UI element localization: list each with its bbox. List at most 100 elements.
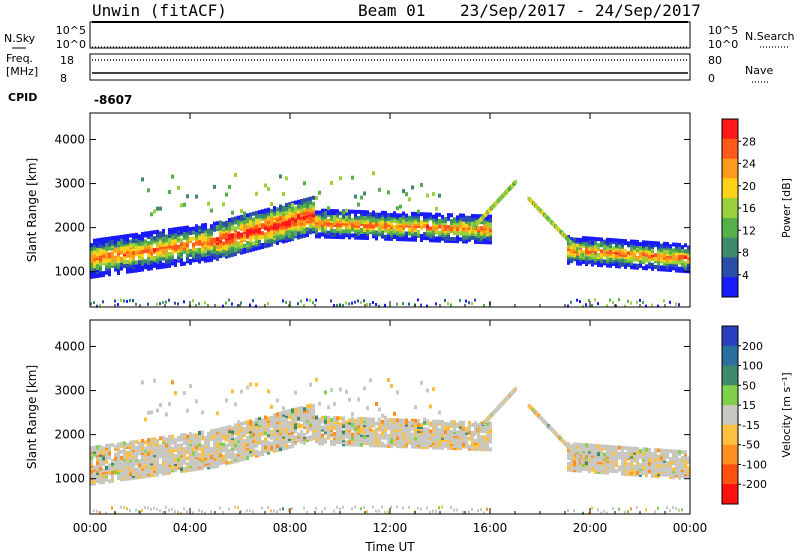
echo-cell — [267, 427, 270, 431]
echo-cell — [222, 249, 225, 253]
echo-cell — [279, 435, 282, 439]
echo-cell — [651, 263, 654, 267]
echo-cell — [204, 301, 206, 304]
echo-cell — [240, 225, 243, 229]
echo-cell — [342, 229, 345, 233]
echo-cell — [342, 304, 344, 307]
echo-cell — [672, 260, 675, 264]
echo-cell — [333, 426, 336, 430]
echo-cell — [369, 303, 371, 306]
echo-cell — [108, 262, 111, 266]
echo-cell — [462, 218, 465, 222]
echo-cell — [408, 421, 411, 425]
echo-cell — [459, 222, 462, 226]
echo-cell — [456, 231, 459, 235]
echo-cell — [291, 207, 294, 211]
echo-cell — [138, 463, 141, 467]
colorbar-tick-label: 50 — [742, 379, 756, 392]
echo-cell — [243, 427, 246, 431]
echo-cell — [627, 510, 629, 513]
echo-cell — [240, 301, 242, 304]
echo-cell — [102, 468, 105, 472]
echo-cell — [444, 225, 447, 229]
echo-cell — [648, 454, 651, 458]
echo-cell — [99, 250, 102, 254]
echo-cell — [582, 236, 585, 240]
echo-cell — [192, 227, 195, 231]
echo-cell — [462, 511, 464, 514]
echo-cell — [309, 383, 312, 387]
echo-cell — [192, 299, 194, 302]
echo-cell — [594, 444, 597, 448]
echo-cell — [453, 217, 456, 221]
echo-cell — [600, 444, 603, 448]
echo-cell — [324, 390, 327, 394]
echo-cell — [393, 418, 396, 422]
echo-cell — [366, 224, 369, 228]
echo-cell — [264, 437, 267, 441]
echo-cell — [360, 210, 363, 214]
echo-cell — [147, 231, 150, 235]
echo-cell — [581, 253, 584, 257]
echo-cell — [183, 300, 185, 303]
echo-cell — [321, 227, 324, 231]
echo-cell — [393, 225, 396, 229]
echo-cell — [435, 510, 437, 513]
echo-cell — [471, 218, 474, 222]
echo-cell — [462, 222, 465, 226]
echo-cell — [150, 442, 153, 446]
echo-cell — [171, 261, 174, 265]
echo-cell — [216, 460, 219, 464]
echo-cell — [303, 441, 306, 445]
echo-cell — [363, 210, 366, 214]
echo-cell — [573, 238, 576, 242]
echo-cell — [171, 447, 174, 451]
echo-cell — [147, 438, 150, 442]
echo-cell — [270, 405, 273, 409]
echo-cell — [486, 433, 489, 437]
echo-cell — [210, 209, 213, 213]
echo-cell — [402, 428, 405, 432]
echo-cell — [378, 227, 381, 231]
echo-cell — [171, 228, 174, 232]
echo-cell — [210, 447, 213, 451]
echo-cell — [597, 243, 600, 247]
echo-cell — [174, 458, 177, 462]
echo-cell — [297, 439, 300, 443]
echo-cell — [225, 221, 228, 225]
echo-cell — [669, 266, 672, 270]
echo-cell — [291, 203, 294, 207]
echo-cell — [453, 420, 456, 424]
echo-cell — [447, 225, 450, 229]
echo-cell — [633, 465, 636, 469]
echo-cell — [426, 507, 428, 510]
echo-cell — [225, 432, 228, 436]
echo-cell — [581, 460, 584, 464]
echo-cell — [159, 509, 161, 512]
echo-cell — [342, 211, 345, 215]
echo-cell — [426, 427, 429, 431]
colorbar-segment — [722, 218, 738, 238]
echo-cell — [168, 509, 170, 512]
echo-cell — [219, 453, 222, 457]
echo-cell — [579, 465, 582, 469]
echo-cell — [441, 219, 444, 223]
echo-cell — [213, 445, 216, 449]
echo-cell — [249, 420, 252, 424]
echo-cell — [231, 426, 234, 430]
echo-cell — [588, 444, 591, 448]
echo-cell — [402, 442, 405, 446]
echo-cell — [147, 257, 150, 261]
echo-cell — [198, 226, 201, 230]
echo-cell — [684, 261, 687, 265]
echo-cell — [168, 435, 171, 439]
echo-cell — [666, 471, 669, 475]
echo-cell — [315, 378, 318, 382]
echo-cell — [96, 238, 99, 242]
echo-cell — [468, 421, 471, 425]
echo-cell — [177, 444, 180, 448]
echo-cell — [99, 445, 102, 449]
echo-cell — [96, 248, 99, 252]
echo-cell — [351, 302, 353, 305]
echo-cell — [288, 415, 291, 419]
